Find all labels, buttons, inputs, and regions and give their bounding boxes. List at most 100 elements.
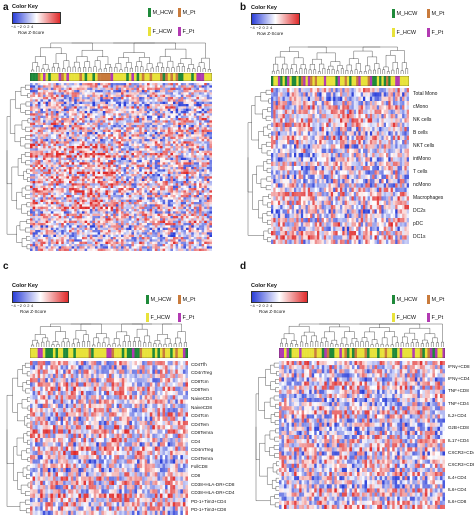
heatmap-cell xyxy=(82,134,85,137)
heatmap-cell xyxy=(43,204,46,207)
heatmap-cell xyxy=(199,223,202,226)
heatmap-cell xyxy=(79,113,83,116)
heatmap-cell xyxy=(45,106,49,109)
sample-group-cell xyxy=(157,73,161,81)
heatmap-cell xyxy=(113,190,116,193)
heatmap-cell xyxy=(50,209,54,212)
heatmap-cell xyxy=(118,99,122,102)
heatmap-cell xyxy=(191,104,194,107)
heatmap-cell xyxy=(92,148,96,151)
heatmap-cell xyxy=(121,237,124,240)
heatmap-cell xyxy=(183,127,187,130)
heatmap-cell xyxy=(45,190,49,193)
heatmap-cell xyxy=(160,223,163,226)
heatmap-cell xyxy=(126,195,129,198)
row-dendrogram xyxy=(6,83,30,251)
heatmap-cell xyxy=(69,162,72,165)
heatmap-cell xyxy=(35,92,38,95)
heatmap-cell xyxy=(206,202,210,205)
heatmap-cell xyxy=(162,234,166,238)
heatmap-cell xyxy=(201,211,205,214)
heatmap-cell xyxy=(87,230,90,233)
heatmap-cell xyxy=(147,213,150,217)
heatmap-cell xyxy=(76,155,80,158)
heatmap-cell xyxy=(66,176,70,179)
heatmap-cell xyxy=(160,202,163,205)
heatmap-cell xyxy=(48,122,51,126)
heatmap-cell xyxy=(154,174,158,177)
heatmap-cell xyxy=(56,213,59,217)
heatmap-cell xyxy=(152,90,155,93)
heatmap-cell xyxy=(79,150,83,154)
heatmap-cell xyxy=(61,171,64,175)
heatmap-cell xyxy=(115,115,119,119)
heatmap-cell xyxy=(118,164,122,168)
heatmap-cell xyxy=(56,115,59,119)
heatmap-cell xyxy=(128,195,132,198)
heatmap-cell xyxy=(173,237,176,240)
heatmap-cell xyxy=(82,113,85,116)
heatmap-cell xyxy=(100,122,103,126)
heatmap-cell xyxy=(45,120,49,123)
heatmap-cell xyxy=(141,188,145,191)
sample-group-cell xyxy=(193,73,197,81)
heatmap-cell xyxy=(204,150,207,154)
heatmap-cell xyxy=(136,218,140,221)
heatmap-cell xyxy=(121,234,124,238)
heatmap-cell xyxy=(173,220,176,224)
heatmap-cell xyxy=(56,83,59,86)
heatmap-cell xyxy=(76,204,80,207)
heatmap-cell xyxy=(71,216,75,219)
heatmap-cell xyxy=(102,192,106,196)
heatmap-cell xyxy=(199,206,202,210)
heatmap-cell xyxy=(71,220,75,224)
heatmap-cell xyxy=(167,99,171,102)
dendrogram-branch xyxy=(32,62,38,70)
heatmap-cell xyxy=(66,199,70,203)
heatmap-cell xyxy=(40,241,44,245)
heatmap-cell xyxy=(126,87,129,91)
heatmap-cell xyxy=(89,94,93,98)
heatmap-cell xyxy=(196,171,200,175)
heatmap-cell xyxy=(201,85,205,88)
heatmap-cell xyxy=(178,190,181,193)
heatmap-cell xyxy=(118,239,122,242)
heatmap-cell xyxy=(165,146,168,149)
heatmap-cell xyxy=(69,223,72,226)
heatmap-cell xyxy=(76,195,80,198)
heatmap-cell xyxy=(92,146,96,149)
heatmap-cell xyxy=(191,132,194,135)
heatmap-cell xyxy=(102,129,106,133)
heatmap-cell xyxy=(136,225,140,228)
heatmap-cell xyxy=(149,181,153,184)
swatch-m-pt xyxy=(178,8,181,17)
heatmap-cell xyxy=(32,220,36,224)
heatmap-cell xyxy=(84,171,88,175)
heatmap-cell xyxy=(162,146,166,149)
heatmap-cell xyxy=(74,132,77,135)
heatmap-cell xyxy=(152,204,155,207)
heatmap-cell xyxy=(123,83,127,86)
heatmap-cell xyxy=(66,94,70,98)
heatmap-cell xyxy=(82,87,85,91)
heatmap-cell xyxy=(32,108,36,112)
heatmap-cell xyxy=(97,234,101,238)
heatmap-cell xyxy=(35,129,38,133)
heatmap-cell xyxy=(79,192,83,196)
sample-group-cell xyxy=(102,73,106,81)
heatmap-cell xyxy=(123,146,127,149)
heatmap-cell xyxy=(123,127,127,130)
heatmap-cell xyxy=(40,227,44,231)
heatmap-cell xyxy=(201,148,205,151)
heatmap-cell xyxy=(206,188,210,191)
heatmap-cell xyxy=(58,232,62,235)
heatmap-cell xyxy=(89,174,93,177)
heatmap-cell xyxy=(191,239,194,242)
heatmap-cell xyxy=(79,209,83,212)
heatmap-cell xyxy=(180,199,184,203)
heatmap-cell xyxy=(71,223,75,226)
heatmap-cell xyxy=(50,204,54,207)
heatmap-cell xyxy=(180,136,184,140)
sample-group-cell xyxy=(201,73,205,81)
heatmap-cell xyxy=(201,195,205,198)
